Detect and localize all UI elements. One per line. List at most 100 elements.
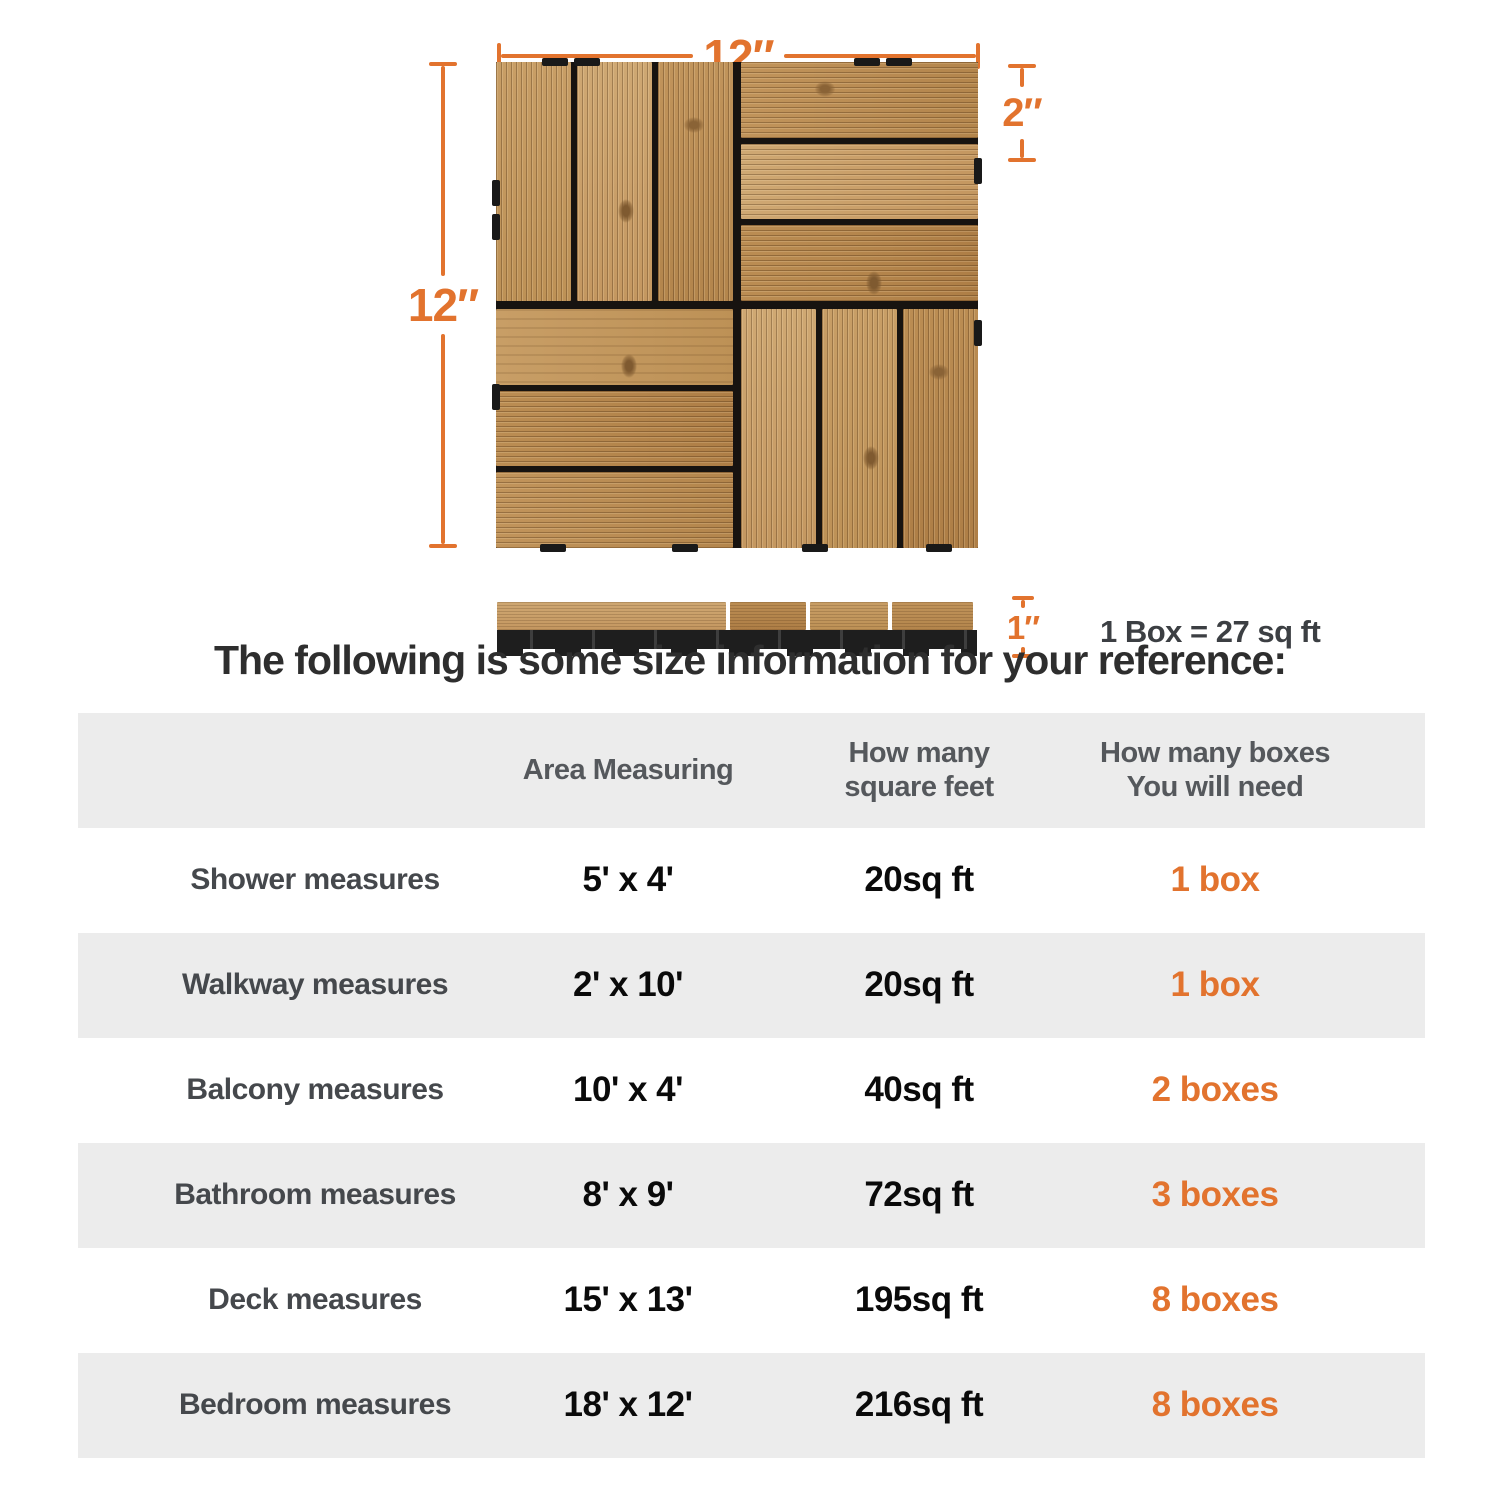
wood-slat	[903, 309, 978, 548]
wood-slat-profile	[810, 602, 888, 630]
header-boxes-needed: How many boxes You will need	[1100, 737, 1425, 804]
side-view-base-feet	[497, 649, 977, 656]
tile-quadrant-top-left	[496, 62, 733, 301]
dimension-thickness-1in: 1″	[1000, 596, 1046, 658]
area-size: 5' x 4'	[582, 860, 675, 900]
connector-clip	[886, 58, 912, 66]
size-reference-table: Area Measuring How many square feet How …	[78, 713, 1425, 1458]
wood-slat	[741, 62, 978, 138]
header-area-measuring: Area Measuring	[518, 754, 738, 787]
dimension-tick	[1012, 654, 1034, 658]
square-feet: 216sq ft	[854, 1385, 984, 1425]
wood-slat	[577, 62, 652, 301]
square-feet: 72sq ft	[864, 1175, 974, 1215]
dimension-line	[1021, 646, 1025, 654]
boxes-needed: 3 boxes	[1151, 1175, 1279, 1215]
boxes-needed: 2 boxes	[1151, 1070, 1279, 1110]
area-size: 10' x 4'	[573, 1070, 683, 1110]
area-label: Balcony measures	[186, 1073, 444, 1107]
dimension-tick	[1008, 158, 1036, 162]
dimension-line	[1020, 68, 1024, 87]
area-size: 8' x 9'	[582, 1175, 675, 1215]
area-size: 18' x 12'	[563, 1385, 693, 1425]
connector-clip	[854, 58, 880, 66]
dimension-tick	[429, 62, 457, 66]
table-row-balcony: Balcony measures 10' x 4' 40sq ft 2 boxe…	[78, 1038, 1425, 1143]
table-row-bathroom: Bathroom measures 8' x 9' 72sq ft 3 boxe…	[78, 1143, 1425, 1248]
area-size: 2' x 10'	[573, 965, 683, 1005]
connector-clip	[574, 58, 600, 66]
connector-clip	[974, 320, 982, 346]
dimension-plank-label: 2″	[1002, 91, 1042, 135]
tile-quadrant-top-right	[741, 62, 978, 302]
wood-slat-profile	[730, 602, 806, 630]
square-feet: 40sq ft	[864, 1070, 974, 1110]
table-header-row: Area Measuring How many square feet How …	[78, 713, 1425, 828]
connector-clip	[672, 544, 698, 552]
area-label: Walkway measures	[181, 968, 449, 1002]
area-label: Bedroom measures	[178, 1388, 452, 1422]
dimension-height-12in: 12″	[408, 62, 479, 548]
dimension-tick	[1008, 64, 1036, 68]
wood-slat	[496, 390, 733, 467]
header-text: How many boxes	[1100, 737, 1330, 770]
dimension-line	[441, 334, 445, 544]
dimension-plank-2in: 2″	[994, 64, 1050, 162]
dimension-tick	[976, 43, 981, 69]
square-feet: 20sq ft	[864, 965, 974, 1005]
wood-slat	[822, 309, 897, 548]
table-row-walkway: Walkway measures 2' x 10' 20sq ft 1 box	[78, 933, 1425, 1038]
table-row-shower: Shower measures 5' x 4' 20sq ft 1 box	[78, 828, 1425, 933]
connector-clip	[542, 58, 568, 66]
dimension-line	[783, 54, 977, 58]
table-row-deck: Deck measures 15' x 13' 195sq ft 8 boxes	[78, 1248, 1425, 1353]
connector-clip	[492, 180, 500, 206]
dimension-line	[441, 66, 445, 276]
page-title: The following is some size information f…	[214, 637, 1287, 683]
dimension-height-label: 12″	[407, 279, 479, 331]
area-label: Shower measures	[190, 863, 440, 897]
connector-clip	[492, 214, 500, 240]
wood-slat	[496, 472, 733, 549]
wood-slat	[496, 62, 571, 301]
header-text: You will need	[1126, 770, 1304, 803]
connector-clip	[802, 544, 828, 552]
dimension-tick	[497, 43, 501, 69]
dimension-tick	[1012, 596, 1034, 600]
area-label: Bathroom measures	[174, 1178, 456, 1212]
side-view-wood-layer	[497, 602, 977, 630]
tile-quadrant-bottom-right	[741, 309, 978, 548]
boxes-needed: 1 box	[1170, 860, 1260, 900]
header-square-feet: How many square feet	[738, 737, 1100, 804]
boxes-needed: 1 box	[1170, 965, 1260, 1005]
square-feet: 20sq ft	[864, 860, 974, 900]
square-feet: 195sq ft	[854, 1280, 984, 1320]
header-text: square feet	[844, 770, 994, 803]
table-row-bedroom: Bedroom measures 18' x 12' 216sq ft 8 bo…	[78, 1353, 1425, 1458]
dimension-line	[1020, 139, 1024, 158]
wood-slat-profile	[497, 602, 726, 630]
dimension-line	[501, 54, 694, 58]
boxes-needed: 8 boxes	[1151, 1280, 1279, 1320]
wood-slat	[741, 143, 978, 220]
connector-clip	[492, 384, 500, 410]
deck-tile-side-view-image	[497, 602, 977, 656]
dimension-tick	[429, 544, 457, 548]
wood-slat-profile	[892, 602, 973, 630]
side-view-plastic-base	[497, 630, 977, 649]
dimension-line	[1021, 600, 1025, 608]
box-coverage-note: 1 Box = 27 sq ft	[1100, 614, 1321, 649]
connector-clip	[540, 544, 566, 552]
header-text: Area Measuring	[522, 753, 734, 786]
area-size: 15' x 13'	[563, 1280, 693, 1320]
area-label: Deck measures	[208, 1283, 422, 1317]
connector-clip	[974, 158, 982, 184]
wood-slat	[741, 309, 816, 548]
tile-quadrant-bottom-left	[496, 309, 733, 549]
boxes-needed: 8 boxes	[1151, 1385, 1279, 1425]
header-text: How many	[848, 737, 990, 770]
deck-tile-top-view-image	[492, 58, 982, 552]
connector-clip	[926, 544, 952, 552]
wood-slat	[496, 309, 733, 385]
